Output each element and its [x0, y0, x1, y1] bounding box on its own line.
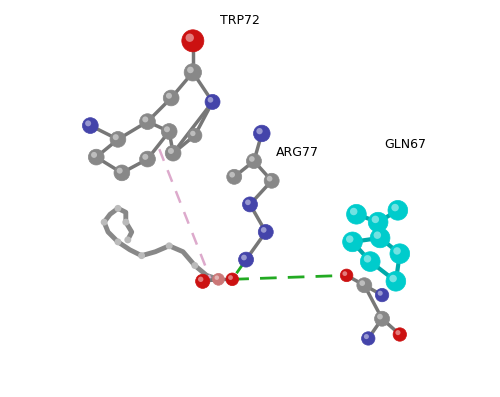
Circle shape [390, 244, 409, 264]
Circle shape [374, 231, 381, 239]
Circle shape [376, 288, 389, 302]
Circle shape [388, 200, 407, 220]
Circle shape [372, 216, 379, 223]
Circle shape [205, 94, 220, 110]
Circle shape [346, 204, 366, 224]
Circle shape [374, 311, 390, 326]
Circle shape [386, 272, 406, 291]
Circle shape [264, 173, 279, 188]
Circle shape [182, 30, 204, 52]
Circle shape [112, 134, 118, 140]
Circle shape [370, 228, 390, 248]
Circle shape [249, 156, 254, 162]
Circle shape [226, 170, 242, 184]
Circle shape [125, 237, 130, 243]
Circle shape [140, 151, 156, 167]
Circle shape [393, 328, 406, 341]
Circle shape [216, 277, 221, 282]
Circle shape [85, 120, 91, 126]
Circle shape [360, 280, 365, 286]
Circle shape [88, 149, 104, 165]
Circle shape [142, 154, 148, 160]
Circle shape [184, 64, 202, 81]
Circle shape [256, 128, 262, 134]
Circle shape [214, 276, 219, 280]
Circle shape [342, 271, 347, 276]
Circle shape [360, 252, 380, 272]
Circle shape [186, 33, 194, 42]
Circle shape [258, 225, 274, 239]
Circle shape [261, 227, 266, 233]
Circle shape [396, 330, 400, 335]
Circle shape [342, 232, 362, 252]
Circle shape [114, 165, 130, 181]
Circle shape [192, 263, 198, 268]
Circle shape [208, 97, 214, 103]
Circle shape [102, 220, 107, 225]
Circle shape [140, 114, 156, 129]
Circle shape [166, 93, 172, 99]
Circle shape [230, 172, 235, 177]
Circle shape [350, 208, 358, 215]
Circle shape [142, 116, 148, 122]
Circle shape [390, 275, 397, 282]
Circle shape [166, 243, 172, 249]
Text: TRP72: TRP72 [220, 14, 260, 27]
Circle shape [168, 148, 174, 154]
Circle shape [377, 314, 383, 320]
Circle shape [188, 128, 202, 143]
Circle shape [340, 269, 353, 282]
Circle shape [378, 291, 382, 296]
Circle shape [357, 278, 372, 293]
Circle shape [115, 206, 120, 211]
Circle shape [362, 332, 375, 345]
Circle shape [116, 168, 122, 173]
Circle shape [368, 212, 388, 232]
Circle shape [162, 123, 177, 139]
Text: GLN67: GLN67 [384, 138, 426, 151]
Circle shape [346, 235, 354, 243]
Circle shape [198, 277, 203, 282]
Circle shape [245, 199, 250, 205]
Circle shape [238, 252, 254, 267]
Circle shape [228, 275, 233, 280]
Circle shape [165, 145, 181, 161]
Circle shape [254, 125, 270, 142]
Circle shape [246, 154, 262, 169]
Circle shape [266, 176, 272, 181]
Circle shape [187, 67, 194, 73]
Circle shape [110, 131, 126, 147]
Circle shape [196, 274, 210, 288]
Circle shape [139, 253, 144, 258]
Circle shape [212, 274, 224, 285]
Circle shape [82, 118, 98, 133]
Circle shape [123, 220, 128, 225]
Text: ARG77: ARG77 [276, 146, 318, 159]
Circle shape [392, 204, 399, 211]
Circle shape [241, 254, 247, 260]
Circle shape [164, 126, 170, 132]
Circle shape [226, 273, 238, 285]
Circle shape [364, 334, 369, 339]
Circle shape [164, 90, 179, 106]
Circle shape [115, 239, 120, 245]
Circle shape [364, 255, 371, 262]
Circle shape [190, 131, 196, 136]
Circle shape [394, 247, 401, 255]
Circle shape [242, 197, 258, 212]
Circle shape [91, 152, 97, 158]
